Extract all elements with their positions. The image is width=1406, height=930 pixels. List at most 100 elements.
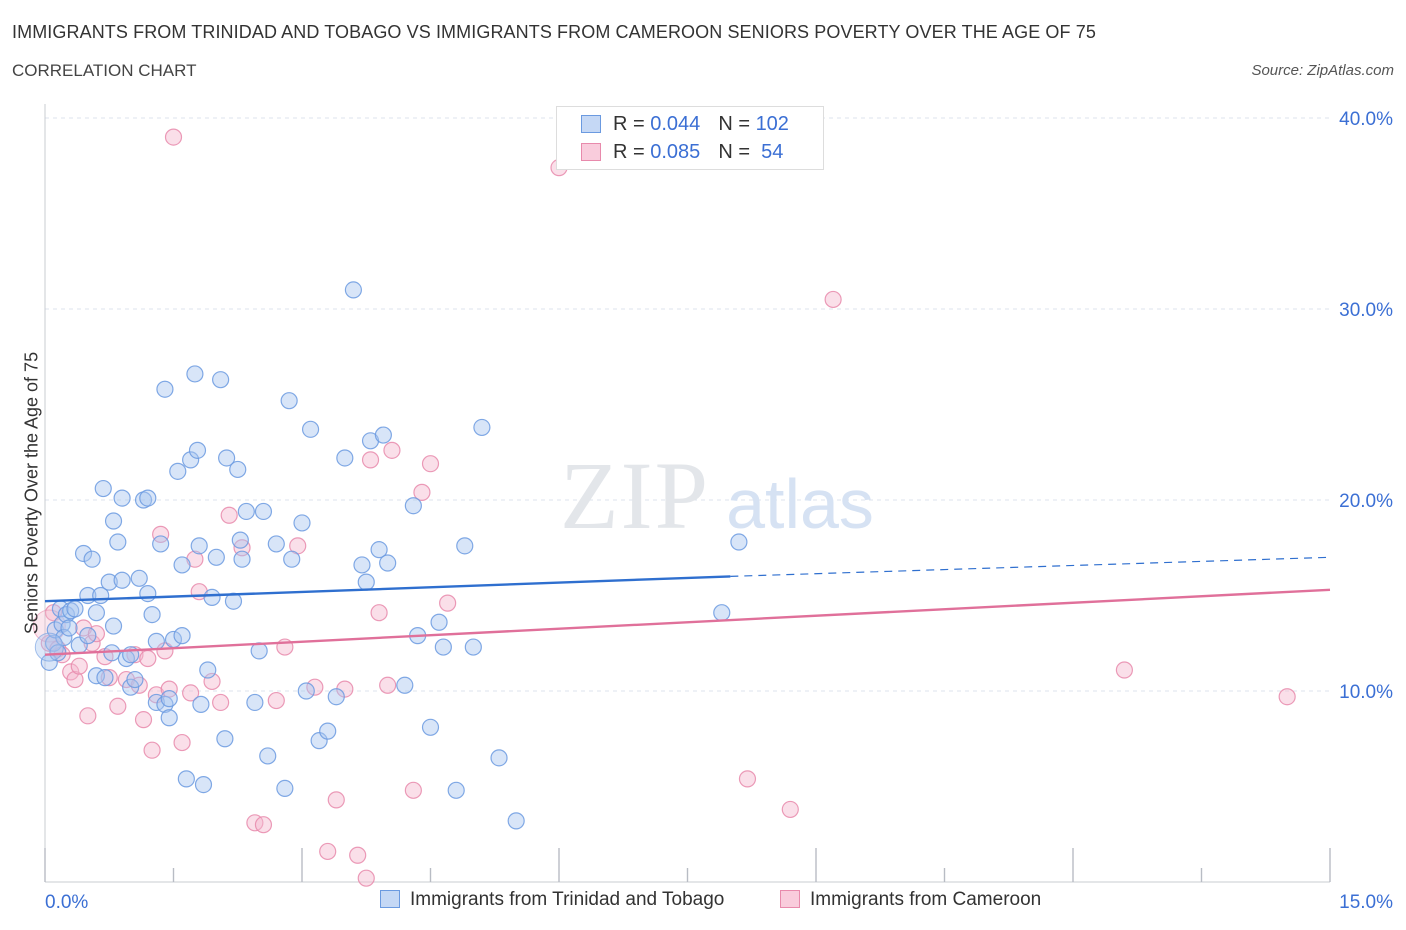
data-point [439,594,457,612]
axes [44,104,1331,883]
stats-legend: R = 0.044 N = 102 R = 0.085 N = 54 [556,106,824,170]
data-point [139,584,157,603]
data-point [190,537,208,555]
legend-swatch-pink [780,890,800,908]
chart-title: IMMIGRANTS FROM TRINIDAD AND TOBAGO VS I… [12,22,1096,42]
data-point [293,514,311,532]
data-point [456,537,474,555]
data-point [379,676,397,694]
data-point [1278,688,1296,706]
data-point [297,682,315,700]
data-point [473,418,491,437]
data-point [301,420,320,438]
data-point [246,693,264,712]
data-point [104,512,123,530]
trend-line-trinidad-extension [730,556,1331,577]
x-tick-label-max: 15.0% [1339,892,1393,913]
data-point [404,497,422,515]
data-point [70,657,88,675]
data-point [237,502,255,521]
data-point [404,781,422,799]
data-point [66,670,84,689]
data-point [55,628,73,647]
data-point [421,455,440,473]
chart-subtitle: CORRELATION CHART [12,61,197,80]
data-point [199,661,217,679]
data-point [79,627,97,645]
data-point [283,550,301,568]
data-point [203,588,221,607]
data-point [370,541,388,559]
data-point [152,525,170,543]
data-point [357,869,375,887]
watermark-zip: ZIP [560,442,710,549]
legend-r-label: R = [613,141,651,163]
data-point [280,392,298,410]
data-point [130,569,148,587]
data-point [188,441,207,459]
data-point [66,600,84,618]
data-point [229,460,247,479]
data-point [344,281,362,299]
data-point [100,669,118,687]
data-point [231,531,249,549]
data-point [267,691,285,710]
data-point [396,676,414,694]
data-point [160,690,178,708]
data-point [490,749,508,767]
data-point [87,604,106,622]
data-point [370,604,388,622]
y-tick-label: 30.0% [1339,300,1393,321]
series-trinidad-points [34,281,748,830]
trend-line-cameroon [44,588,1331,656]
data-point [139,649,157,668]
data-point [267,535,285,553]
data-point [434,638,452,656]
data-point [353,556,371,574]
data-point-cluster [34,632,64,662]
legend-n-label: N = [718,141,756,163]
data-point [361,451,380,469]
data-point [276,779,294,798]
data-point [447,781,465,799]
source-credit: Source: ZipAtlas.com [1251,62,1394,79]
data-point [254,502,273,521]
legend-swatch-blue [380,890,400,908]
y-tick-label: 10.0% [1339,682,1393,703]
data-point [233,550,251,568]
data-point [74,544,93,563]
data-point [207,548,225,566]
data-point [194,775,213,794]
data-point [349,846,367,864]
data-point [147,632,165,650]
data-point [160,709,178,727]
data-point [143,741,161,759]
data-point [430,613,448,631]
data-point [100,573,118,591]
data-point [220,506,238,524]
legend-item-trinidad: Immigrants from Trinidad and Tobago [380,889,724,911]
data-point [109,697,127,715]
data-point [824,290,842,309]
data-point [357,573,375,591]
legend-item-cameroon: Immigrants from Cameroon [780,889,1041,911]
data-point [738,770,757,788]
data-point [139,489,157,507]
data-point [507,812,525,830]
data-point [306,678,324,696]
watermark: ZIP atlas [560,442,874,549]
x-tick-label-min: 0.0% [45,892,88,913]
data-point [319,842,337,861]
data-point [152,535,170,553]
data-point [192,695,210,713]
legend-n-label: N = [718,113,756,135]
data-point [113,571,131,589]
data-point [1115,661,1134,679]
data-point [186,365,204,383]
tick-labels: 10.0% 20.0% 30.0% 40.0% 0.0% 15.0% [45,109,1393,913]
data-point [413,483,431,501]
data-point [327,688,345,706]
data-point [730,533,748,551]
watermark-atlas: atlas [726,465,874,543]
